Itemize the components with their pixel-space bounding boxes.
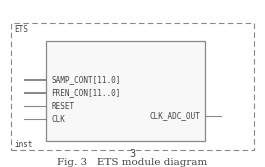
Text: 3: 3 [129, 149, 136, 159]
Text: SAMP_CONT[11.0]: SAMP_CONT[11.0] [51, 75, 121, 84]
Bar [46, 41, 205, 141]
Text: CLK: CLK [51, 115, 65, 124]
Bar [11, 23, 254, 150]
Text: Fig. 3   ETS module diagram: Fig. 3 ETS module diagram [58, 158, 207, 167]
Text: ETS: ETS [15, 25, 28, 34]
Text: CLK_ADC_OUT: CLK_ADC_OUT [150, 112, 201, 121]
Text: FREN_CON[11..0]: FREN_CON[11..0] [51, 88, 121, 97]
Text: RESET: RESET [51, 102, 74, 111]
Text: inst: inst [15, 140, 33, 149]
